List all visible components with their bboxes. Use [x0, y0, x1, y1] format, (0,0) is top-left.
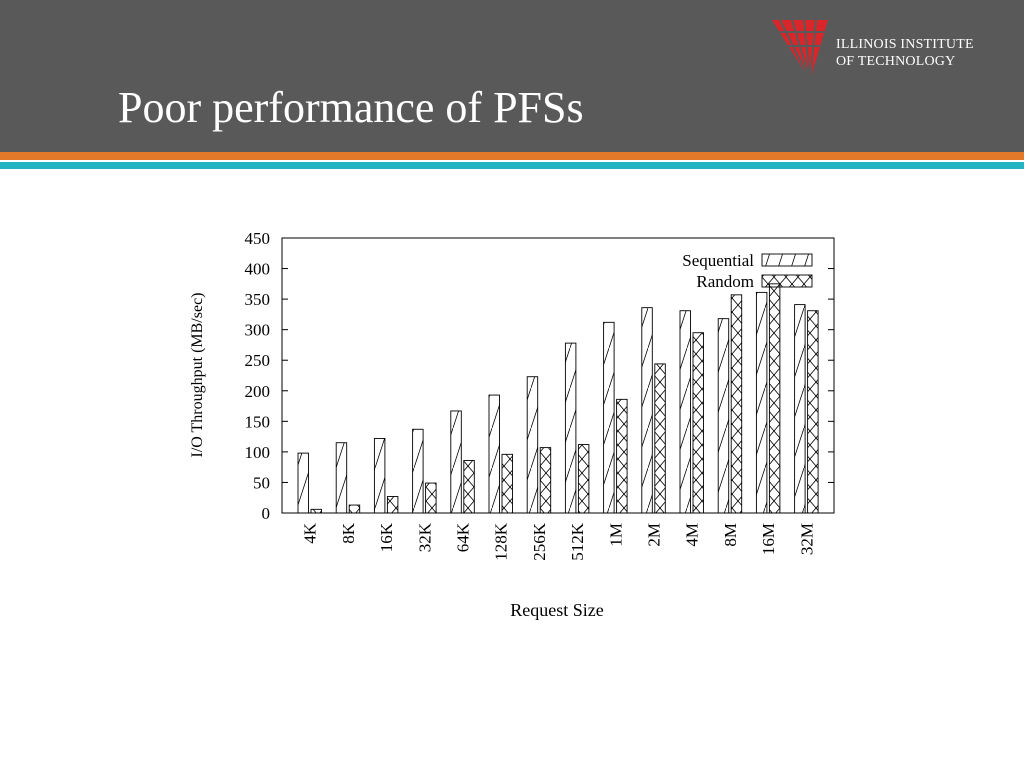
bar-random-16m	[768, 283, 781, 514]
y-tick-label: 200	[245, 382, 271, 401]
bar-random-8k	[348, 504, 361, 514]
bars	[297, 283, 819, 514]
bar-sequential-32m	[794, 304, 806, 514]
x-tick-label: 4K	[301, 522, 320, 544]
bar-sequential-4k	[297, 452, 309, 514]
bar-sequential-2m	[641, 307, 653, 514]
bar-random-2m	[654, 363, 666, 514]
bar-sequential-64k	[450, 410, 462, 514]
legend-label-sequential: Sequential	[682, 251, 754, 270]
bar-random-4m	[692, 332, 704, 514]
x-tick-label: 128K	[492, 522, 511, 561]
y-tick-label: 0	[262, 504, 271, 523]
x-tick-label: 32M	[797, 523, 816, 555]
accent-stripe-orange	[0, 152, 1024, 160]
y-axis: 0 50 100 150 200 250 300 350 400 450	[245, 229, 834, 523]
iit-logo: ILLINOIS INSTITUTE OF TECHNOLOGY	[770, 18, 1010, 90]
bar-sequential-8m	[717, 318, 730, 514]
bar-random-16k	[386, 496, 399, 514]
chart-svg: 0 50 100 150 200 250 300 350 400 450 4K 8K 16K 32K 64…	[189, 229, 835, 620]
y-tick-label: 350	[245, 290, 271, 309]
bar-random-32k	[425, 482, 437, 514]
logo-line-2: OF TECHNOLOGY	[836, 54, 956, 69]
y-tick-label: 400	[245, 260, 271, 279]
slide-header	[0, 0, 1024, 152]
bar-random-256k	[539, 447, 552, 514]
y-tick-label: 250	[245, 351, 271, 370]
y-axis-label: I/O Throughput (MB/sec)	[189, 292, 206, 457]
iit-logo-mark	[772, 19, 828, 81]
bar-sequential-32k	[412, 428, 424, 514]
bar-random-1m	[616, 398, 628, 514]
y-tick-label: 300	[245, 321, 271, 340]
accent-stripe-gap	[0, 160, 1024, 162]
legend-swatch-sequential	[761, 253, 813, 267]
x-tick-label: 16K	[377, 522, 396, 552]
bar-sequential-16k	[373, 437, 386, 514]
bar-sequential-16m	[755, 291, 768, 514]
x-tick-label: 32K	[415, 522, 434, 552]
legend-swatch-random	[761, 274, 813, 288]
x-tick-label: 2M	[645, 523, 664, 547]
bar-random-32m	[807, 310, 819, 514]
x-tick-label: 512K	[568, 522, 587, 561]
y-tick-label: 100	[245, 443, 271, 462]
x-tick-label: 64K	[454, 522, 473, 552]
y-tick-label: 150	[245, 412, 271, 431]
iit-logo-text: ILLINOIS INSTITUTE OF TECHNOLOGY	[836, 36, 974, 70]
bar-random-8m	[730, 294, 743, 514]
x-axis: 4K 8K 16K 32K 64K 128K 256K 512K 1M 2M 4M 8M 16M 32M	[301, 522, 817, 561]
bar-sequential-4m	[679, 310, 691, 514]
bar-sequential-8k	[335, 442, 348, 514]
logo-line-1: ILLINOIS INSTITUTE	[836, 37, 974, 52]
x-axis-label: Request Size	[510, 600, 603, 620]
bar-random-512k	[577, 444, 590, 514]
x-tick-label: 1M	[606, 523, 625, 547]
x-tick-label: 4M	[683, 523, 702, 547]
x-tick-label: 16M	[759, 523, 778, 555]
bar-sequential-1m	[603, 321, 615, 514]
legend-label-random: Random	[696, 272, 754, 291]
y-tick-label: 50	[253, 473, 270, 492]
bar-sequential-256k	[526, 376, 539, 514]
x-tick-label: 256K	[530, 522, 549, 561]
y-tick-label: 450	[245, 229, 271, 248]
x-tick-label: 8M	[721, 523, 740, 547]
bar-random-128k	[501, 453, 513, 514]
bar-sequential-512k	[564, 342, 577, 514]
accent-stripe-teal	[0, 162, 1024, 169]
legend: Sequential Random	[682, 251, 813, 291]
bar-sequential-128k	[488, 394, 500, 514]
slide-title: Poor performance of PFSs	[118, 83, 584, 132]
bar-random-64k	[463, 459, 475, 514]
throughput-chart: 0 50 100 150 200 250 300 350 400 450 4K 8K 16K 32K 64…	[180, 228, 860, 628]
x-tick-label: 8K	[339, 522, 358, 544]
bar-random-4k	[310, 508, 322, 514]
plot-frame	[281, 237, 835, 514]
